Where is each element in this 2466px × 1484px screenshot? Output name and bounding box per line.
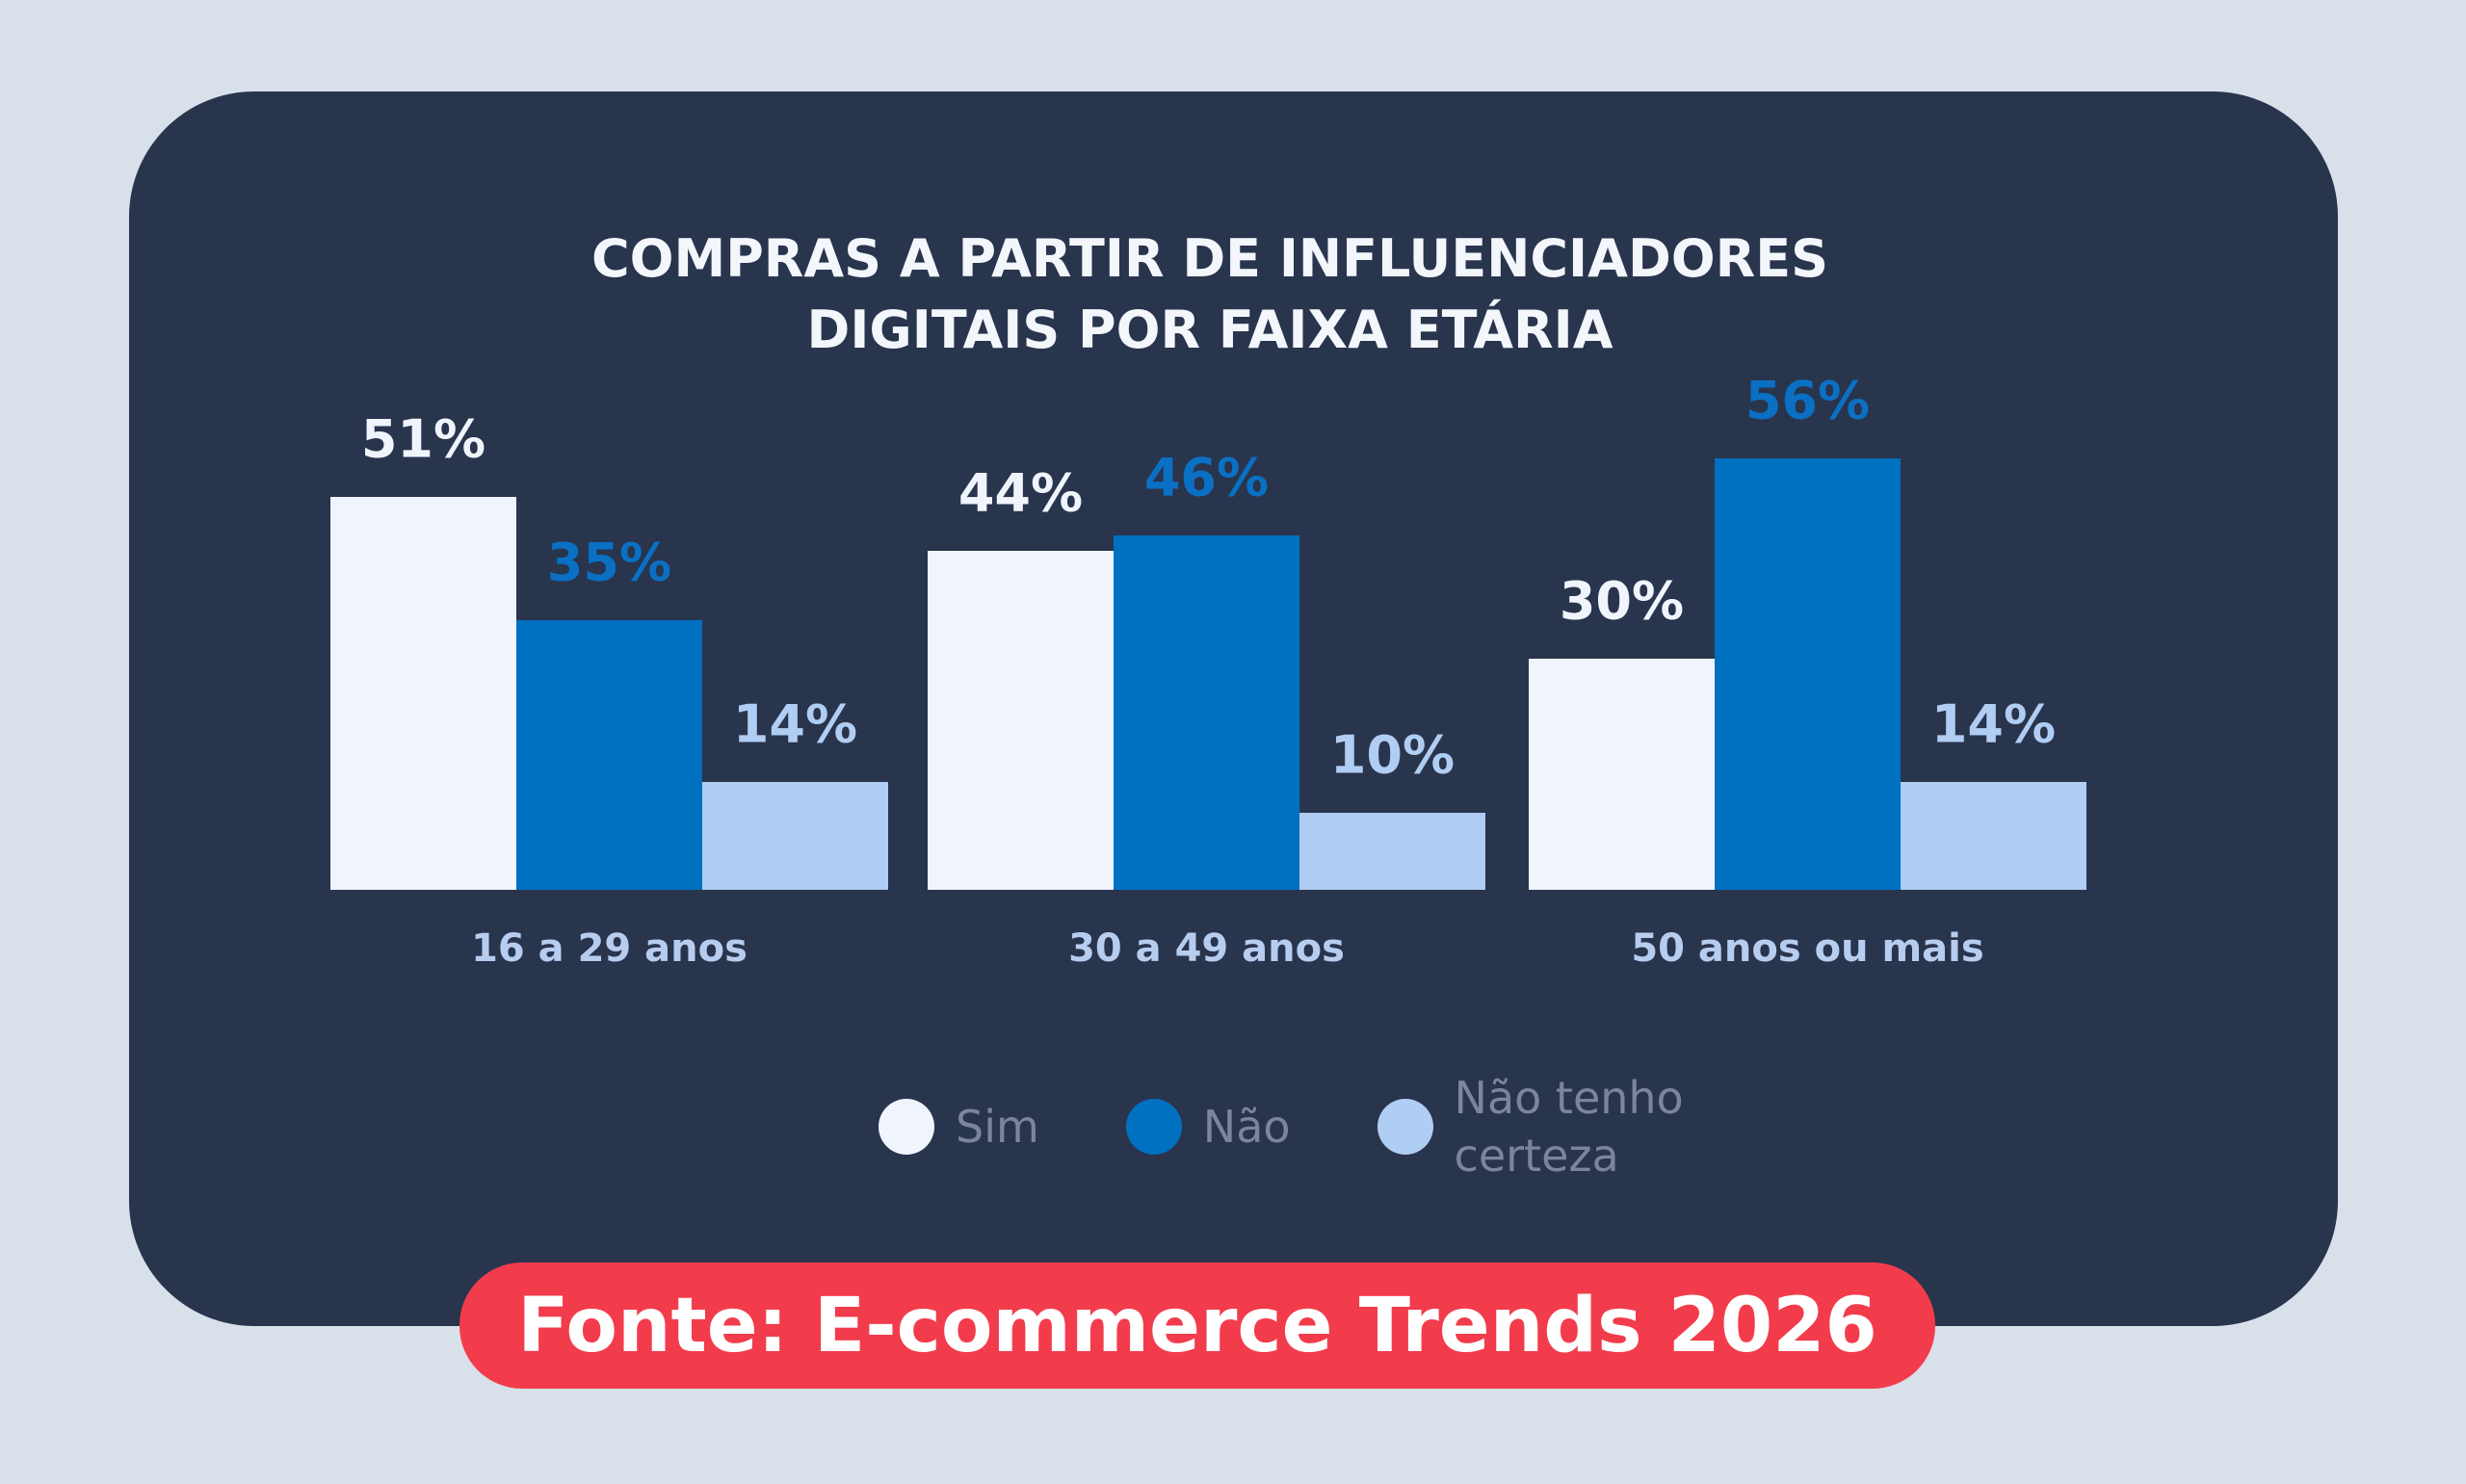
bar xyxy=(330,497,516,890)
x-tick-label: 16 a 29 anos xyxy=(471,926,748,971)
value-label: 10% xyxy=(1330,725,1455,786)
bar xyxy=(702,782,888,890)
x-tick-label: 50 anos ou mais xyxy=(1631,926,1983,971)
value-label: 51% xyxy=(361,409,485,470)
legend-item: Sim xyxy=(879,1098,1039,1156)
legend-item: Não tenho certeza xyxy=(1377,1069,1724,1185)
legend-swatch xyxy=(879,1099,934,1155)
legend-label: Sim xyxy=(956,1101,1039,1153)
bar xyxy=(1299,813,1485,890)
legend: Sim Não Não tenho certeza xyxy=(879,1069,1724,1185)
legend-label: Não tenho certeza xyxy=(1454,1072,1684,1182)
x-tick-label: 30 a 49 anos xyxy=(1068,926,1345,971)
value-label: 14% xyxy=(1931,694,2056,755)
value-label: 44% xyxy=(958,463,1083,524)
value-label: 46% xyxy=(1144,448,1269,508)
bar xyxy=(1529,659,1715,890)
legend-swatch xyxy=(1377,1099,1433,1155)
legend-swatch xyxy=(1125,1099,1182,1155)
bar xyxy=(1114,535,1299,890)
chart-title: COMPRAS A PARTIR DE INFLUENCIADORES DIGI… xyxy=(590,228,1829,360)
value-label: 56% xyxy=(1745,371,1870,431)
bar xyxy=(516,620,702,890)
value-label: 14% xyxy=(733,694,857,755)
bar xyxy=(928,551,1114,890)
legend-label: Não xyxy=(1202,1101,1291,1153)
bar xyxy=(1715,458,1901,890)
source-badge: Fonte: E-commerce Trends 2026 xyxy=(459,1263,1935,1389)
value-label: 35% xyxy=(547,533,671,593)
bar xyxy=(1901,782,2086,890)
value-label: 30% xyxy=(1560,571,1684,632)
legend-item: Não xyxy=(1125,1098,1291,1156)
